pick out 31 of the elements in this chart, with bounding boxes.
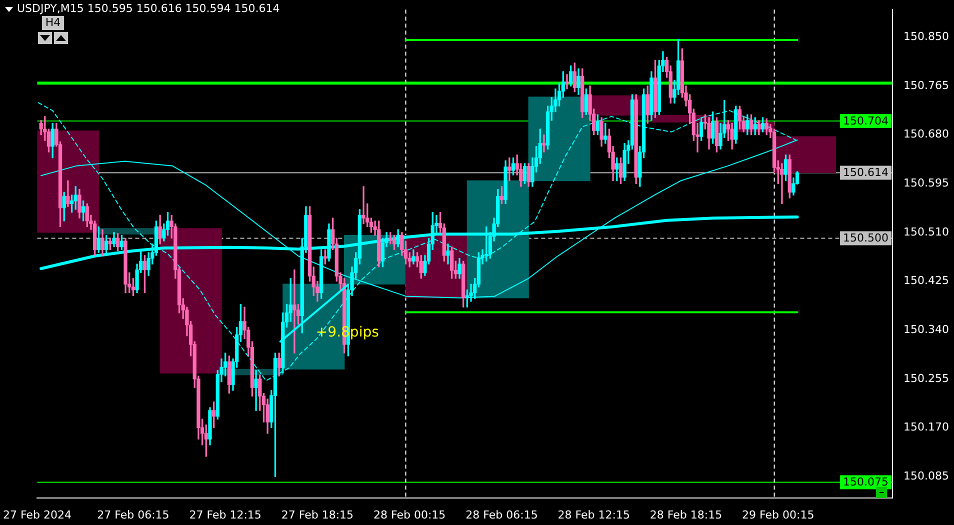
ref-line-label: 150.500 — [843, 232, 889, 245]
x-tick-label: 27 Feb 06:15 — [97, 508, 170, 522]
y-tick-label: 150.340 — [904, 322, 950, 336]
y-tick-label: 150.425 — [904, 274, 950, 288]
candlestick — [292, 269, 296, 354]
x-tick-label: 27 Feb 2024 — [2, 508, 72, 522]
x-tick-label: 28 Feb 18:15 — [650, 508, 722, 522]
candlestick — [542, 134, 546, 152]
ref-line-label: 150.614 — [843, 166, 889, 180]
x-tick-label: 27 Feb 12:15 — [189, 508, 262, 522]
x-tick-label: 28 Feb 06:15 — [466, 508, 538, 522]
y-tick-label: 150.765 — [904, 78, 950, 92]
ref-line-label: 150.075 — [843, 476, 889, 489]
y-tick-label: 150.085 — [904, 469, 950, 482]
y-tick-label: 150.170 — [904, 420, 950, 434]
x-tick-label: 27 Feb 18:15 — [281, 508, 354, 522]
y-tick-label: 150.510 — [904, 225, 950, 238]
y-tick-label: 150.850 — [904, 30, 950, 44]
ref-line-label: 150.704 — [843, 114, 889, 128]
candlestick — [780, 163, 784, 204]
x-tick-label: 29 Feb 00:15 — [742, 508, 814, 522]
y-tick-label: 150.595 — [904, 176, 950, 190]
candlestick — [446, 244, 450, 264]
y-tick-label: 150.680 — [904, 128, 950, 141]
y-tick-label: 150.255 — [904, 372, 950, 385]
x-tick-label: 28 Feb 12:15 — [558, 508, 630, 522]
candlestick — [565, 74, 569, 90]
chart-title: USDJPY,M15 150.595 150.616 150.594 150.614 — [17, 2, 280, 15]
candlestick — [362, 186, 366, 224]
x-tick-label: 28 Feb 00:15 — [374, 508, 446, 522]
annotation: H4 — [42, 16, 64, 30]
